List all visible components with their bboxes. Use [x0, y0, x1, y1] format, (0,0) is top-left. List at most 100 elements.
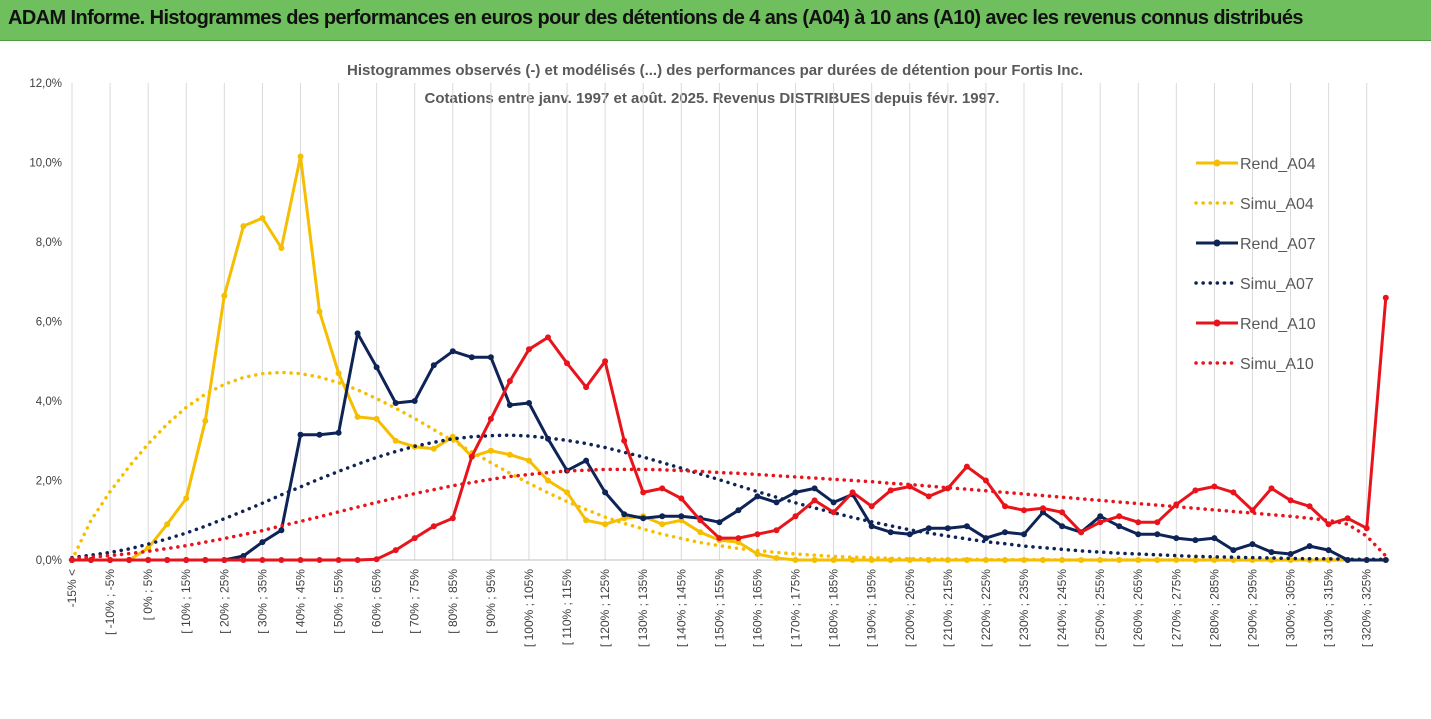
data-point [716, 535, 723, 542]
data-point [1116, 523, 1123, 530]
data-point [621, 511, 628, 518]
x-tick-label: [ 310% ; 315% [1322, 569, 1336, 647]
y-tick-label: 8,0% [36, 237, 62, 249]
data-point [830, 499, 837, 506]
data-point [1211, 535, 1218, 542]
x-tick-label: [ 290% ; 295% [1245, 569, 1259, 647]
data-point [1230, 547, 1237, 554]
data-point [583, 517, 590, 524]
data-point [411, 398, 418, 404]
data-point [354, 413, 361, 420]
data-point [1306, 543, 1313, 550]
data-point [506, 451, 513, 458]
legend: Rend_A04 Simu_A04 Rend_A07 Simu_A07 Rend_A10… [1194, 156, 1316, 373]
data-point [487, 447, 494, 454]
data-point [982, 477, 989, 484]
x-tick-label: [ 100% ; 105% [522, 569, 536, 647]
data-point [811, 497, 818, 504]
chart-title: Histogrammes observés (-) et modélisés (… [347, 62, 1083, 79]
legend-label: Rend_A07 [1240, 236, 1316, 253]
chart-subtitle: Cotations entre janv. 1997 et août. 2025… [425, 90, 1000, 107]
data-point [792, 489, 799, 496]
data-point [1344, 515, 1351, 522]
x-tick-label: [ 180% ; 185% [827, 569, 841, 647]
data-point [468, 354, 475, 361]
data-point [316, 557, 323, 563]
x-tick-label: [ 90% ; 95% [484, 569, 498, 634]
series-rend-a04 [69, 153, 1389, 563]
series-line [72, 297, 1388, 562]
x-tick-label: [ 20% ; 25% [217, 569, 231, 634]
data-point [221, 557, 228, 563]
y-tick-label: 10,0% [29, 158, 62, 170]
x-tick-label: [ 170% ; 175% [789, 569, 803, 647]
vertical-gridlines [71, 83, 1368, 560]
x-tick-label: [ -10% ; -5% [103, 569, 117, 635]
data-point [259, 539, 266, 546]
x-tick-label: [ 0% ; 5% [141, 569, 155, 621]
data-point [963, 557, 970, 563]
histogram-chart: Histogrammes observés (-) et modélisés (… [29, 62, 1390, 647]
data-point [1040, 505, 1046, 512]
x-tick-label: [ 320% ; 325% [1360, 569, 1374, 647]
data-point [506, 402, 513, 408]
data-point [1173, 535, 1180, 542]
x-tick-label: [ 300% ; 305% [1284, 569, 1298, 647]
data-point [792, 557, 799, 563]
data-point [354, 557, 361, 563]
data-point [545, 477, 551, 484]
data-point [392, 547, 399, 554]
data-point [583, 384, 590, 391]
data-point [487, 415, 494, 422]
x-tick-label: [ 230% ; 235% [1017, 569, 1031, 647]
data-point [944, 525, 951, 532]
data-point [811, 557, 818, 563]
data-point [1116, 513, 1123, 520]
data-point [887, 487, 894, 494]
data-point [392, 400, 399, 406]
legend-marker [1213, 159, 1221, 167]
data-point [259, 557, 266, 563]
data-point [735, 535, 742, 542]
series-rend-a10 [69, 294, 1389, 563]
data-point [773, 499, 780, 506]
data-point [1002, 529, 1008, 536]
data-point [526, 346, 532, 353]
data-point [640, 489, 647, 496]
data-point [659, 513, 666, 520]
series-line [72, 155, 1386, 562]
x-tick-label: [ 130% ; 135% [636, 569, 650, 647]
data-point [240, 557, 247, 563]
data-point [963, 523, 970, 530]
legend-label: Rend_A10 [1240, 316, 1316, 333]
x-tick-label: [ 270% ; 275% [1169, 569, 1183, 647]
legend-label: Simu_A07 [1240, 276, 1314, 293]
data-point [925, 493, 932, 500]
data-point [564, 360, 570, 367]
x-tick-label: [ 150% ; 155% [712, 569, 726, 647]
x-tick-label: [ 220% ; 225% [979, 569, 993, 647]
data-point [925, 525, 932, 532]
data-point [754, 493, 761, 500]
data-point [906, 531, 913, 538]
data-point [468, 453, 475, 460]
data-point [545, 334, 551, 341]
data-point [1078, 557, 1085, 563]
series-line [70, 433, 1388, 561]
data-point [449, 348, 456, 355]
x-tick-label: [ 200% ; 205% [903, 569, 917, 647]
series-line [70, 370, 1388, 562]
data-point [278, 245, 285, 251]
data-point [830, 509, 837, 516]
data-point [240, 223, 247, 230]
data-point [1249, 541, 1256, 548]
data-point [430, 362, 437, 369]
data-point [1059, 523, 1066, 530]
y-tick-label: 12,0% [29, 78, 62, 90]
x-tick-label: [ 40% ; 45% [293, 569, 307, 634]
x-tick-label: [ 10% ; 15% [179, 569, 193, 634]
legend-entry-simu-a04: Simu_A04 [1194, 196, 1314, 213]
data-point [1287, 551, 1294, 557]
report-banner: ADAM Informe. Histogrammes des performan… [0, 0, 1431, 41]
data-point [830, 557, 837, 563]
